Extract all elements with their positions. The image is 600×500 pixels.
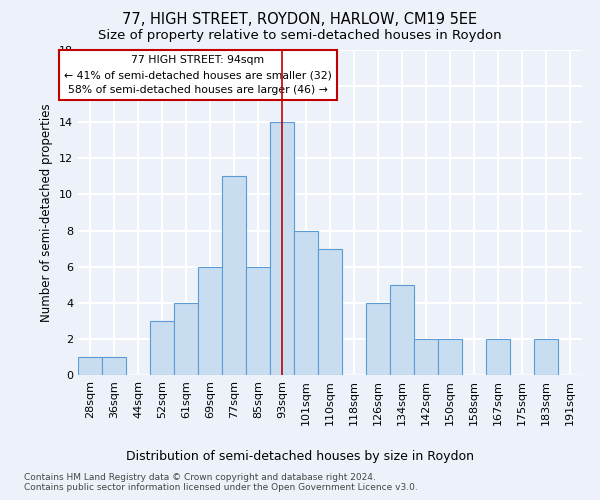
Text: 77, HIGH STREET, ROYDON, HARLOW, CM19 5EE: 77, HIGH STREET, ROYDON, HARLOW, CM19 5E… <box>122 12 478 28</box>
Bar <box>198 266 222 375</box>
Bar <box>294 230 318 375</box>
Text: Contains HM Land Registry data © Crown copyright and database right 2024.
Contai: Contains HM Land Registry data © Crown c… <box>24 473 418 492</box>
Bar <box>174 303 198 375</box>
Bar <box>246 266 270 375</box>
Bar <box>438 339 462 375</box>
Bar <box>366 303 390 375</box>
Bar <box>390 284 414 375</box>
Bar <box>102 357 126 375</box>
Bar <box>222 176 246 375</box>
Bar <box>150 321 174 375</box>
Bar <box>270 122 294 375</box>
Text: Distribution of semi-detached houses by size in Roydon: Distribution of semi-detached houses by … <box>126 450 474 463</box>
Bar <box>414 339 438 375</box>
Text: Size of property relative to semi-detached houses in Roydon: Size of property relative to semi-detach… <box>98 29 502 42</box>
Text: 77 HIGH STREET: 94sqm
← 41% of semi-detached houses are smaller (32)
58% of semi: 77 HIGH STREET: 94sqm ← 41% of semi-deta… <box>64 56 332 95</box>
Bar <box>78 357 102 375</box>
Y-axis label: Number of semi-detached properties: Number of semi-detached properties <box>40 103 53 322</box>
Bar <box>534 339 558 375</box>
Bar <box>318 248 342 375</box>
Bar <box>486 339 510 375</box>
